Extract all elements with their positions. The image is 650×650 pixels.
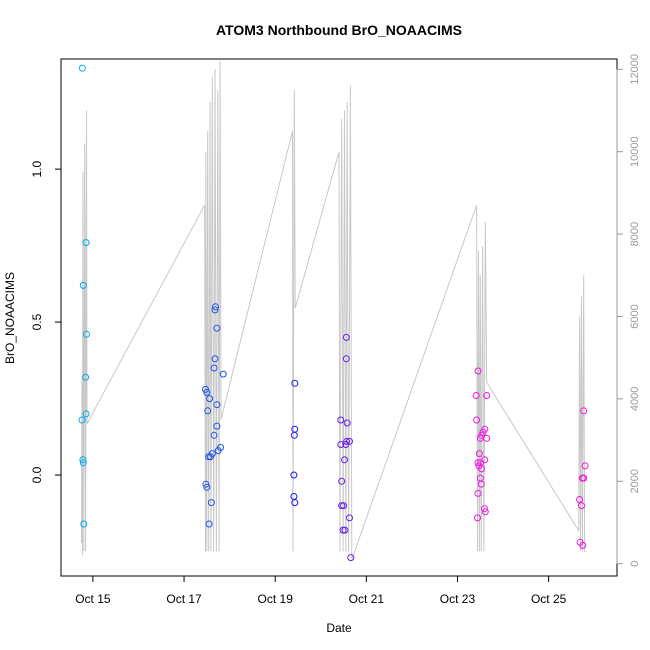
data-point — [481, 456, 489, 464]
data-point — [78, 64, 86, 72]
data-point — [580, 407, 588, 415]
y2-tick-label: 6000 — [629, 304, 641, 328]
data-point — [576, 496, 584, 503]
data-point — [212, 303, 219, 311]
y-axis-label: BrO_NOAACIMS — [3, 272, 17, 364]
data-point — [581, 462, 589, 470]
data-point — [290, 493, 298, 500]
data-point — [483, 392, 491, 399]
data-point — [342, 333, 350, 341]
data-point — [291, 379, 299, 387]
data-point — [474, 489, 482, 497]
data-point — [210, 431, 218, 439]
data-point — [207, 499, 215, 507]
y-tick-label: 1.0 — [30, 160, 44, 177]
data-points — [78, 64, 589, 562]
data-point — [211, 355, 219, 363]
data-point — [477, 480, 485, 488]
x-axis: Oct 15 Oct 17 Oct 19 Oct 21 Oct 23 Oct 25 — [75, 575, 567, 606]
x-tick-label: Oct 15 — [75, 592, 111, 606]
data-point — [579, 541, 587, 549]
data-point — [83, 330, 90, 338]
data-point — [337, 416, 345, 424]
data-point — [204, 407, 212, 415]
y2-tick-label: 12000 — [629, 54, 641, 85]
y2-tick-label: 10000 — [629, 136, 641, 167]
data-point — [79, 459, 87, 467]
data-point — [210, 364, 218, 372]
data-point — [580, 474, 588, 482]
data-point — [478, 465, 486, 473]
data-point — [481, 508, 489, 516]
data-point — [290, 471, 298, 479]
data-point — [342, 441, 350, 448]
data-point — [211, 306, 219, 314]
data-point — [473, 416, 481, 424]
data-point — [578, 502, 585, 510]
data-point — [82, 410, 90, 418]
data-point — [337, 441, 345, 448]
x-axis-label: Date — [326, 621, 352, 635]
data-point — [213, 324, 221, 332]
altitude-line — [81, 61, 586, 560]
data-point — [82, 239, 90, 247]
data-point — [474, 459, 482, 467]
data-point — [291, 499, 299, 507]
data-point — [343, 437, 351, 445]
x-tick-label: Oct 19 — [258, 592, 294, 606]
data-point — [343, 419, 351, 427]
data-point — [202, 480, 210, 488]
data-point — [346, 514, 353, 522]
data-point — [338, 477, 346, 485]
data-point — [79, 281, 87, 289]
y-tick-label: 0.5 — [30, 313, 44, 330]
data-point — [208, 450, 216, 458]
data-point — [213, 422, 221, 430]
data-point — [472, 392, 480, 399]
y2-tick-label: 2000 — [629, 469, 641, 493]
x-tick-label: Oct 21 — [349, 592, 385, 606]
data-point — [480, 505, 488, 513]
data-point — [290, 431, 298, 439]
x-tick-label: Oct 23 — [440, 592, 476, 606]
data-point — [341, 526, 349, 534]
data-point — [213, 401, 221, 409]
data-point — [78, 416, 86, 424]
data-point — [483, 434, 491, 442]
data-point — [347, 554, 355, 562]
data-point — [341, 456, 348, 464]
x-tick-label: Oct 25 — [531, 592, 567, 606]
data-point — [340, 502, 348, 510]
data-point — [206, 395, 214, 403]
y2-tick-label: 8000 — [629, 222, 641, 246]
data-point — [474, 367, 482, 375]
data-point — [203, 483, 211, 491]
data-point — [479, 428, 487, 436]
data-point — [342, 355, 350, 363]
x-tick-label: Oct 17 — [166, 592, 202, 606]
data-point — [203, 388, 211, 396]
data-point — [82, 373, 90, 381]
data-point — [338, 502, 346, 510]
data-point — [80, 520, 88, 528]
data-point — [475, 450, 483, 458]
data-point — [219, 370, 227, 378]
altitude-layer — [81, 61, 586, 560]
data-point — [474, 514, 481, 522]
data-point — [205, 520, 213, 528]
y2-tick-label: 0 — [629, 561, 641, 567]
y-tick-label: 0.0 — [30, 466, 44, 483]
data-point — [79, 456, 87, 464]
y2-axis: 0 2000 4000 6000 8000 10000 12000 — [616, 54, 641, 567]
y-axis: 0.0 0.5 1.0 — [30, 160, 62, 483]
y2-tick-label: 4000 — [629, 387, 641, 411]
data-point — [214, 447, 222, 455]
chart-title: ATOM3 Northbound BrO_NOAACIMS — [216, 22, 462, 38]
